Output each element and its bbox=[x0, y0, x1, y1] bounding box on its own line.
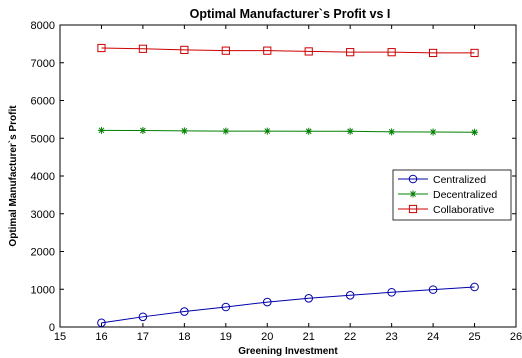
x-tick-label: 15 bbox=[54, 331, 66, 343]
legend-label-centralized: Centralized bbox=[433, 174, 486, 186]
legend-marker-decentralized bbox=[409, 190, 417, 198]
data-point-decentralized bbox=[388, 128, 396, 136]
data-point-collaborative bbox=[180, 45, 189, 55]
x-tick-label: 17 bbox=[137, 331, 149, 343]
data-point-decentralized bbox=[429, 128, 437, 136]
y-tick-label: 1000 bbox=[31, 284, 55, 296]
data-point-decentralized bbox=[263, 127, 271, 135]
data-point-centralized bbox=[345, 290, 355, 300]
y-tick-label: 7000 bbox=[31, 58, 55, 70]
x-tick-label: 16 bbox=[95, 331, 107, 343]
x-tick-label: 23 bbox=[386, 331, 398, 343]
series-line-centralized bbox=[101, 286, 475, 324]
data-point-collaborative bbox=[97, 43, 106, 53]
series-centralized bbox=[97, 282, 479, 328]
x-tick-label: 20 bbox=[261, 331, 273, 343]
data-point-decentralized bbox=[471, 128, 479, 136]
legend-label-collaborative: Collaborative bbox=[433, 204, 494, 216]
data-point-decentralized bbox=[222, 127, 230, 135]
y-tick-label: 2000 bbox=[31, 247, 55, 259]
series-decentralized bbox=[97, 126, 479, 136]
data-point-collaborative bbox=[428, 48, 438, 58]
data-point-centralized bbox=[138, 312, 148, 322]
y-tick-label: 8000 bbox=[31, 20, 55, 32]
x-tick-label: 25 bbox=[468, 331, 480, 343]
data-point-centralized bbox=[387, 287, 396, 297]
data-point-centralized bbox=[428, 285, 438, 294]
series-line-decentralized bbox=[101, 129, 475, 133]
data-point-centralized bbox=[221, 302, 231, 312]
data-point-centralized bbox=[470, 282, 479, 292]
data-point-collaborative bbox=[221, 46, 230, 55]
data-point-collaborative bbox=[138, 44, 148, 53]
series-line-collaborative bbox=[101, 47, 475, 54]
x-tick-label: 21 bbox=[303, 331, 315, 343]
series-collaborative bbox=[97, 43, 479, 58]
y-tick-label: 6000 bbox=[31, 96, 55, 108]
y-tick-label: 5000 bbox=[31, 133, 55, 145]
y-axis-label: Optimal Manufacturer`s Profit bbox=[8, 105, 19, 247]
data-point-centralized bbox=[97, 318, 106, 328]
x-tick-label: 19 bbox=[220, 331, 232, 343]
legend-marker-centralized bbox=[408, 174, 418, 184]
x-axis-label: Greening Investment bbox=[238, 346, 338, 357]
y-tick-label: 3000 bbox=[31, 209, 55, 221]
legend-marker-collaborative bbox=[408, 204, 418, 214]
legend: Centralized Decentralized Collaborative bbox=[392, 169, 512, 221]
data-point-centralized bbox=[304, 294, 314, 303]
data-point-decentralized bbox=[305, 127, 313, 135]
x-axis: 15 16 17 18 19 20 21 22 23 24 25 26 bbox=[54, 25, 522, 343]
data-point-collaborative bbox=[263, 46, 272, 55]
data-point-collaborative bbox=[304, 47, 313, 56]
data-point-collaborative bbox=[387, 48, 396, 57]
legend-label-decentralized: Decentralized bbox=[433, 189, 497, 201]
data-point-centralized bbox=[262, 297, 272, 307]
x-tick-label: 24 bbox=[427, 331, 439, 343]
data-point-decentralized bbox=[180, 127, 188, 135]
data-point-decentralized bbox=[97, 126, 105, 134]
data-point-decentralized bbox=[139, 127, 147, 135]
x-tick-label: 22 bbox=[344, 331, 356, 343]
y-tick-label: 4000 bbox=[31, 171, 55, 183]
data-point-centralized bbox=[180, 307, 189, 316]
chart-title: Optimal Manufacturer`s Profit vs I bbox=[190, 7, 391, 21]
data-point-collaborative bbox=[470, 48, 479, 58]
x-tick-label: 26 bbox=[510, 331, 522, 343]
x-tick-label: 18 bbox=[178, 331, 190, 343]
data-point-collaborative bbox=[346, 48, 355, 57]
series-layer bbox=[97, 43, 479, 328]
y-axis: 0 1000 2000 3000 4000 5000 6000 7000 8000 bbox=[31, 20, 516, 334]
y-tick-label: 0 bbox=[49, 322, 55, 334]
data-point-decentralized bbox=[346, 127, 354, 135]
